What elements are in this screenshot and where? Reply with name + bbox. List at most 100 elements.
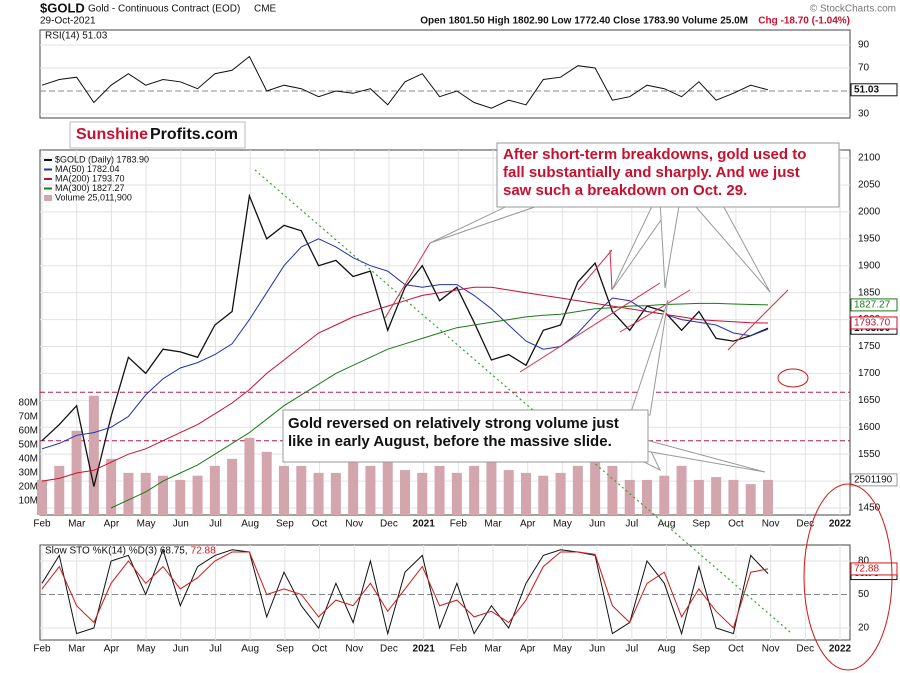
volume-bar [572,465,583,515]
panel-title-value: 72.88 [191,546,216,557]
logo-black: Profits.com [150,126,238,143]
y-tick-label: 1850 [858,287,881,298]
volume-bar [728,479,739,515]
volume-bar [555,472,566,515]
x-tick-label: 2022 [829,519,852,530]
panel-title: RSI(14) 51.03 [45,31,108,42]
logo-red: Sunshine [76,126,148,143]
volume-bar [209,465,220,515]
volume-tick-label: 20M [19,482,38,493]
symbol: $GOLD [40,0,85,15]
trend-line [619,289,691,333]
highlight-ellipse [803,483,893,671]
volume-bar [711,477,722,515]
volume-bar [54,465,65,515]
x-tick-label: Apr [104,519,120,530]
volume-bar [313,472,324,515]
y-tick-label: 30 [858,109,870,120]
x-tick-label: Feb [33,519,51,530]
trend-line [727,289,789,351]
last-label-box [850,298,898,312]
volume-tick-label: 40M [19,453,38,464]
last-label: 51.03 [854,84,879,95]
callout-box [496,142,840,208]
x-tick-label: 2022 [829,644,852,655]
x-tick-label: Jun [173,644,189,655]
series-line [41,551,769,629]
highlight-ellipse [777,368,809,388]
y-tick-label: 1900 [858,260,881,271]
y-tick-label: 2050 [858,180,881,191]
legend-label: MA(50) 1782.04 [55,164,120,174]
trend-line [519,282,661,373]
y-tick-label: 1650 [858,395,881,406]
volume-tick-label: 50M [19,439,38,450]
callout-arrow [629,299,669,416]
volume-bar [192,475,203,515]
x-tick-label: Aug [658,644,676,655]
volume-tick-label: 10M [19,496,38,507]
y-tick-label: 70 [858,63,870,74]
volume-bar [607,465,618,515]
x-tick-label: Dec [796,519,814,530]
callout-box [282,409,649,463]
x-tick-label: May [137,644,156,655]
quote: Open 1801.50 High 1802.90 Low 1772.40 Cl… [420,16,748,27]
y-tick-label: 80 [858,556,870,567]
y-tick-label: 1700 [858,368,881,379]
y-tick-label: 1950 [858,233,881,244]
volume-tick-label: 30M [19,468,38,479]
volume-bar [382,458,393,515]
x-tick-label: Sep [276,644,294,655]
x-tick-label: Jul [625,644,638,655]
panel-frame [39,544,851,641]
note-line: like in early August, before the massive… [288,433,612,450]
y-tick-label: 2100 [858,153,881,164]
x-tick-label: Jun [173,519,189,530]
x-tick-label: Jun [589,519,605,530]
callout-arrow [659,199,681,289]
x-tick-label: Jul [209,644,222,655]
volume-tick-label: 80M [19,397,38,408]
volume-bar [469,465,480,515]
logo-box [69,121,246,149]
volume-bar [590,458,601,515]
x-tick-label: Sep [276,519,294,530]
y-tick-label: 2000 [858,207,881,218]
volume-bar [296,465,307,515]
y-tick-label: 1600 [858,422,881,433]
volume-bar [227,458,238,515]
panel-title: Slow STO %K(14) %D(3) 68.75, [45,546,188,557]
exchange: CME [254,4,277,15]
trend-lines [384,242,789,373]
volume-bar [538,475,549,515]
last-label-box [850,83,898,97]
volume-tick-label: 60M [19,425,38,436]
volume-bar [745,484,756,515]
volume-bar [140,472,151,515]
x-tick-label: Sep [692,519,710,530]
note-line: saw such a breakdown on Oct. 29. [503,182,747,199]
series-line [41,286,769,482]
volume-bar [521,472,531,515]
x-tick-label: Jun [589,644,605,655]
x-tick-label: Oct [312,644,328,655]
volume-bar [763,479,773,515]
volume-bar [659,475,670,515]
panel-frame [39,29,851,119]
y-tick-label: 20 [858,623,870,634]
source: © StockCharts.com [810,4,896,15]
trend-line [577,249,613,291]
x-tick-label: May [553,519,572,530]
x-tick-label: Nov [762,644,780,655]
volume-bar [693,479,704,515]
x-tick-label: Nov [762,519,780,530]
x-tick-label: Jul [209,519,222,530]
volume-tick-label: 70M [19,411,38,422]
last-label: 1827.27 [854,300,891,311]
volume-bar [676,465,687,515]
volume-bar [37,479,47,515]
description: Gold - Continuous Contract (EOD) [88,4,240,15]
x-tick-label: Aug [241,644,259,655]
